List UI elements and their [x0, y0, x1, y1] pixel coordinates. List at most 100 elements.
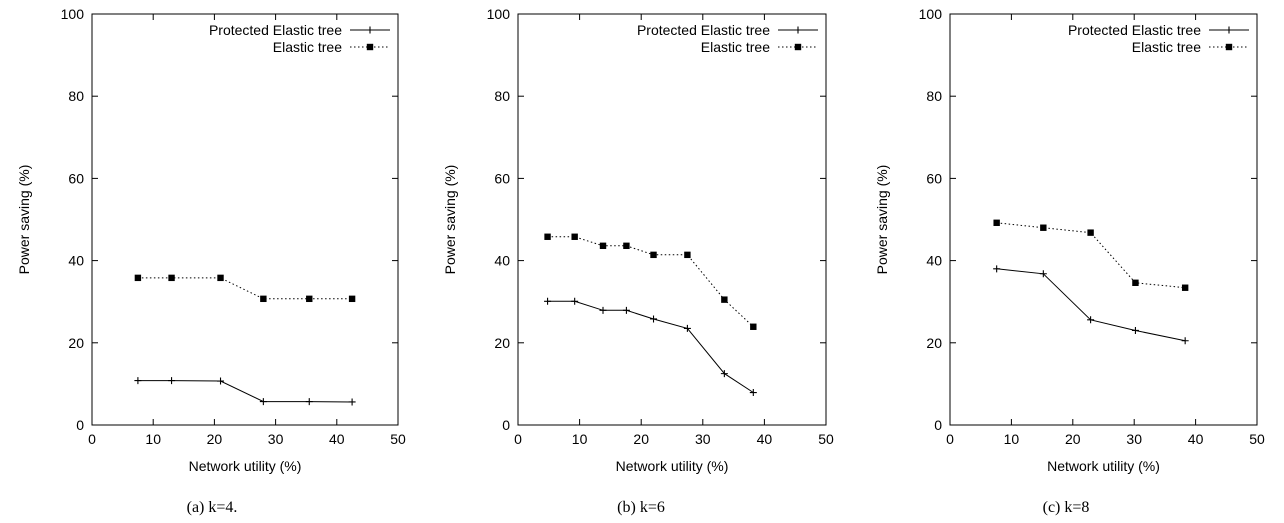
y-tick-label: 20 [494, 335, 510, 351]
data-point-square [306, 295, 313, 303]
y-tick-label: 0 [76, 417, 84, 433]
data-point-square [599, 242, 607, 250]
legend-marker-square [1225, 43, 1233, 51]
chart-panel-1: 0 10 20 30 40 50 0 20 40 60 80 100 Network utility (… [16, 6, 406, 516]
data-point-plus [305, 398, 313, 406]
panel-caption: (c) k=8 [1043, 499, 1090, 516]
data-point-plus [348, 398, 356, 406]
data-point-square [750, 323, 757, 330]
series-line-2 [547, 236, 754, 328]
x-tick-label: 40 [329, 431, 345, 447]
data-point-plus [683, 324, 691, 332]
plot-frame [91, 13, 399, 426]
data-point-square [544, 233, 551, 240]
y-tick-label: 40 [926, 253, 942, 269]
y-tick-label: 100 [61, 6, 85, 22]
x-tick-label: 50 [390, 431, 406, 447]
data-point-plus [599, 306, 607, 314]
data-point-plus [168, 377, 176, 385]
data-point-square [684, 251, 691, 259]
y-tick-label: 60 [926, 170, 942, 186]
data-point-plus [1131, 326, 1139, 334]
data-point-plus [217, 377, 225, 385]
legend-marker-square [366, 43, 374, 51]
panel-caption: (a) k=4. [187, 499, 238, 516]
x-tick-label: 30 [268, 431, 284, 447]
plot-frame [949, 13, 1258, 426]
data-point-square [1181, 284, 1189, 291]
y-tick-label: 0 [502, 417, 510, 433]
data-point-square [1087, 229, 1094, 236]
series-line-1 [996, 268, 1186, 342]
x-tick-label: 0 [88, 431, 96, 447]
series-line-2 [137, 277, 353, 300]
legend-marker-plus [794, 26, 802, 34]
x-tick-label: 20 [207, 431, 223, 447]
data-point-plus [259, 398, 267, 406]
legend-label: Elastic tree [1132, 39, 1201, 55]
data-point-plus [650, 315, 658, 323]
x-tick-label: 30 [695, 431, 711, 447]
y-tick-label: 20 [68, 335, 84, 351]
data-point-plus [993, 265, 1001, 273]
series-line-1 [137, 380, 353, 403]
y-tick-label: 0 [934, 417, 942, 433]
x-tick-label: 40 [1188, 431, 1204, 447]
data-point-square [1040, 224, 1047, 231]
data-point-plus [1087, 316, 1095, 324]
x-axis-label: Network utility (%) [189, 458, 302, 474]
data-point-square [168, 274, 175, 282]
data-point-square [260, 295, 267, 303]
chart-panel-3: 0 10 20 30 40 50 0 20 40 60 80 100 Network utility (… [874, 6, 1265, 516]
x-tick-label: 0 [514, 431, 522, 447]
x-tick-label: 50 [1249, 431, 1265, 447]
data-point-plus [720, 370, 728, 378]
x-tick-label: 50 [818, 431, 834, 447]
data-point-square [348, 295, 356, 303]
legend-label: Protected Elastic tree [1068, 22, 1201, 38]
series-line-1 [547, 300, 754, 393]
data-point-plus [1181, 337, 1189, 345]
data-point-plus [1039, 270, 1047, 278]
x-tick-label: 40 [757, 431, 773, 447]
y-tick-label: 100 [487, 6, 511, 22]
y-tick-label: 40 [494, 253, 510, 269]
data-point-square [650, 251, 657, 259]
legend-label: Elastic tree [273, 39, 342, 55]
data-point-plus [622, 306, 630, 314]
y-axis-label: Power saving (%) [16, 165, 32, 275]
chart-panel-2: 0 10 20 30 40 50 0 20 40 60 80 100 Network utility (… [442, 6, 834, 516]
y-tick-label: 80 [926, 88, 942, 104]
data-point-square [571, 233, 578, 240]
y-tick-label: 20 [926, 335, 942, 351]
y-tick-label: 60 [68, 170, 84, 186]
x-tick-label: 20 [633, 431, 649, 447]
legend-marker-square [794, 43, 802, 51]
data-point-square [623, 242, 630, 250]
x-axis-label: Network utility (%) [1047, 458, 1160, 474]
data-point-square [134, 274, 142, 282]
y-axis-label: Power saving (%) [442, 165, 458, 275]
data-point-plus [134, 377, 142, 385]
x-tick-label: 30 [1126, 431, 1142, 447]
x-tick-label: 10 [572, 431, 588, 447]
data-point-square [1132, 279, 1139, 286]
plot-frame [517, 13, 827, 426]
y-tick-label: 80 [494, 88, 510, 104]
x-tick-label: 10 [1004, 431, 1020, 447]
legend-label: Protected Elastic tree [637, 22, 770, 38]
y-tick-label: 100 [919, 6, 943, 22]
y-axis-label: Power saving (%) [874, 165, 890, 275]
y-tick-label: 80 [68, 88, 84, 104]
x-tick-label: 10 [145, 431, 161, 447]
legend-marker-plus [366, 26, 374, 34]
legend-label: Protected Elastic tree [209, 22, 342, 38]
data-point-square [721, 296, 728, 303]
x-tick-label: 0 [946, 431, 954, 447]
data-point-plus [749, 389, 757, 397]
data-point-square [217, 274, 224, 282]
y-tick-label: 40 [68, 253, 84, 269]
data-point-plus [544, 297, 552, 305]
x-axis-label: Network utility (%) [616, 458, 729, 474]
